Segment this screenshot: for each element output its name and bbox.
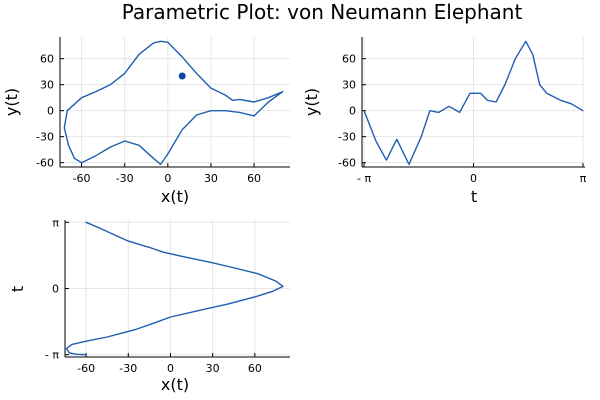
x-tick-label: -30: [116, 172, 134, 185]
x-tick-label: 30: [204, 172, 218, 185]
y-tick-label: 0: [47, 105, 54, 118]
subplot-t-vs-y: - π 0 π -60 -30 0 30 60 t y(t): [302, 37, 587, 206]
y-axis-label: y(t): [2, 88, 21, 116]
x-tick-label: 60: [247, 172, 261, 185]
figure-title: Parametric Plot: von Neumann Elephant: [122, 0, 523, 24]
y-tick-label: 0: [349, 105, 356, 118]
y-axis-label: t: [8, 286, 27, 292]
x-tick-label: -30: [119, 362, 137, 375]
x-tick-label: 30: [206, 362, 220, 375]
y-tick-label: -60: [338, 157, 356, 170]
y-tick-label: 30: [342, 79, 356, 92]
data-point: [178, 72, 186, 80]
y-tick-label: 60: [40, 53, 54, 66]
x-tick-label: - π: [357, 172, 371, 185]
x-tick-label: -60: [77, 362, 95, 375]
x-tick-label: 0: [167, 362, 174, 375]
y-tick-label: 30: [40, 79, 54, 92]
y-tick-label: 0: [52, 283, 59, 296]
y-tick-label: 60: [342, 53, 356, 66]
y-axis-label: y(t): [302, 88, 321, 116]
y-tick-label: -30: [338, 131, 356, 144]
x-tick-label: π: [580, 172, 587, 185]
x-tick-label: 0: [470, 172, 477, 185]
series-line: [63, 40, 284, 166]
subplot-x-vs-y: -60 -30 0 30 60 -60 -30 0 30 60 x(t) y(t): [2, 37, 290, 206]
y-tick-label: -30: [36, 131, 54, 144]
y-tick-label: - π: [45, 349, 59, 362]
x-axis-label: x(t): [161, 187, 189, 206]
series-line: [65, 221, 284, 356]
x-tick-label: 0: [164, 172, 171, 185]
y-tick-label: -60: [36, 157, 54, 170]
y-tick-label: π: [52, 216, 59, 229]
series-line: [363, 40, 584, 166]
x-axis-label: x(t): [161, 375, 189, 394]
x-axis-label: t: [471, 187, 477, 206]
x-tick-label: -60: [73, 172, 91, 185]
x-tick-label: 60: [248, 362, 262, 375]
subplot-x-vs-t: -60 -30 0 30 60 - π 0 π x(t) t: [8, 216, 290, 394]
